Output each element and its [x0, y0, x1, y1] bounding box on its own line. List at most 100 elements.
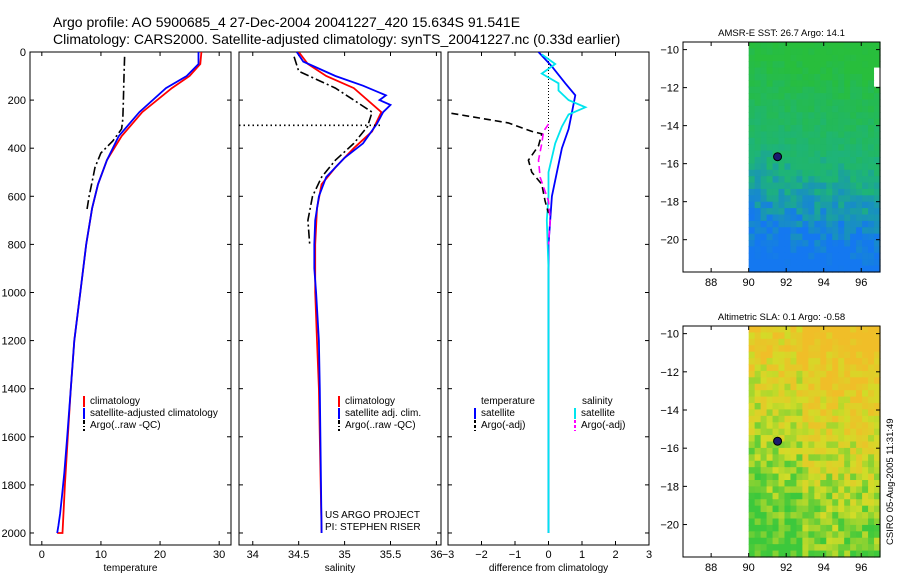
- temperature-series-2: [86, 56, 126, 211]
- sst_map-cell: [772, 105, 780, 113]
- sst_map-cell: [838, 240, 845, 248]
- sst_map-cell: [856, 131, 863, 139]
- sla_map-cell: [862, 537, 869, 545]
- sla_map-cell: [760, 377, 768, 385]
- sst_map-cell: [766, 112, 774, 120]
- sst_map-cell: [796, 208, 803, 216]
- sst_map-cell: [796, 157, 803, 164]
- sla_map-cell: [790, 544, 798, 552]
- sla_map-cell: [772, 351, 780, 359]
- sla_map-cell: [820, 415, 827, 423]
- sst_map-cell: [778, 42, 786, 49]
- sst_map-cell: [856, 42, 863, 49]
- sla_map-cell: [832, 512, 839, 520]
- sst_map-cell: [766, 214, 774, 222]
- sst_map-title: AMSR-E SST: 26.7 Argo: 14.1: [718, 28, 845, 39]
- sst_map-cell: [826, 80, 833, 88]
- sla_map-cell: [826, 409, 833, 417]
- sst_map-cell: [802, 201, 809, 209]
- sst_map-cell: [874, 48, 881, 56]
- sla_map-cell: [862, 370, 869, 378]
- sla_map-cell: [808, 415, 815, 423]
- sla_map-cell: [766, 486, 774, 494]
- sst_map-cell: [850, 144, 857, 152]
- temperature-ytick-label: 400: [8, 143, 26, 155]
- sst_map-cell: [760, 150, 768, 158]
- sst_map-cell: [838, 150, 845, 158]
- sst_map-cell: [808, 112, 815, 120]
- sla_map-cell: [838, 415, 845, 423]
- sla_map-cell: [748, 351, 756, 359]
- sst_map-cell: [784, 157, 792, 164]
- sla_map-cell: [760, 409, 768, 417]
- sla_map-cell: [820, 358, 827, 366]
- sst_map-cell: [826, 93, 833, 101]
- sst_map-cell: [796, 54, 803, 62]
- sst_map-cell: [766, 240, 774, 248]
- sla_map-cell: [820, 544, 827, 552]
- sst_map-cell: [748, 227, 756, 235]
- salinity-xtick-label: 35: [338, 549, 350, 561]
- sst_map-cell: [844, 131, 851, 139]
- sst_map-cell: [850, 176, 857, 184]
- sst_map-cell: [772, 233, 780, 241]
- sla_map-cell: [808, 531, 815, 539]
- sla_map-cell: [808, 492, 815, 500]
- sla_map-cell: [778, 467, 786, 475]
- sla_map-cell: [748, 326, 756, 334]
- sst_map-cell: [832, 112, 839, 120]
- sst_map-cell: [826, 208, 833, 216]
- sla_map-cell: [784, 370, 792, 378]
- sst_map-cell: [844, 246, 851, 254]
- sst_map-cell: [844, 233, 851, 241]
- sla_map-cell: [874, 435, 881, 443]
- sla_map-ytick-label: −20: [660, 520, 679, 532]
- sst_map-cell: [790, 67, 798, 75]
- sst_map-cell: [760, 220, 768, 228]
- sla_map-cell: [772, 403, 780, 411]
- sla_map-cell: [790, 377, 798, 385]
- sst_map-cell: [862, 80, 869, 88]
- sla_map-cell: [856, 441, 863, 449]
- sst_map-cell: [856, 227, 863, 235]
- sla_map-cell: [790, 486, 798, 494]
- sla_map-cell: [850, 505, 857, 513]
- sla_map-cell: [820, 338, 827, 346]
- sst_map-cell: [862, 54, 869, 62]
- sst_map-cell: [868, 144, 875, 152]
- sst_map-cell: [826, 240, 833, 248]
- sla_map-cell: [778, 332, 786, 340]
- sla_map-cell: [748, 422, 756, 430]
- sst_map-cell: [754, 93, 762, 101]
- sla_map-cell: [874, 473, 881, 481]
- sst_map-cell: [850, 137, 857, 145]
- sst_map-cell: [796, 86, 803, 94]
- sla_map-cell: [772, 518, 780, 526]
- sst_map-cell: [820, 80, 827, 88]
- sst_map-cell: [766, 163, 774, 171]
- sst_map-cell: [796, 73, 803, 81]
- sst_map-cell: [856, 99, 863, 107]
- sla_map-cell: [868, 473, 875, 481]
- sst_map-cell: [856, 188, 863, 196]
- sla_map-cell: [850, 531, 857, 539]
- sst_map-cell: [844, 93, 851, 101]
- sst_map-cell: [832, 265, 839, 273]
- sla_map-cell: [838, 460, 845, 468]
- sla_map-cell: [796, 415, 803, 423]
- sst_map-cell: [790, 131, 798, 139]
- sla_map-cell: [754, 492, 762, 500]
- sst_map-cell: [874, 195, 881, 203]
- sst_map-cell: [838, 265, 845, 273]
- sla_map-cell: [796, 364, 803, 372]
- sla_map-cell: [868, 447, 875, 455]
- sst_map-cell: [838, 201, 845, 209]
- sla_map-cell: [766, 460, 774, 468]
- sst_map-cell: [802, 105, 809, 113]
- sst_map-cell: [856, 259, 863, 267]
- sst_map-cell: [766, 201, 774, 209]
- sst_map-cell: [778, 227, 786, 235]
- sst_map-cell: [850, 163, 857, 171]
- sst_map-cell: [856, 144, 863, 152]
- sst_map-cell: [760, 99, 768, 107]
